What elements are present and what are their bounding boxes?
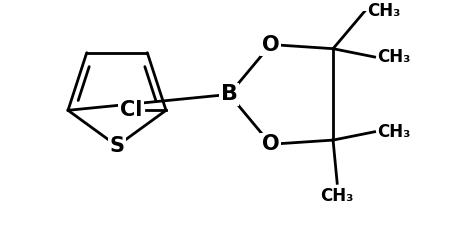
Text: CH₃: CH₃ [321,187,354,205]
Text: CH₃: CH₃ [377,123,410,141]
Text: B: B [221,84,238,104]
Text: CH₃: CH₃ [377,48,410,66]
Text: Cl: Cl [120,100,142,120]
Text: S: S [110,136,124,156]
Text: O: O [262,134,280,154]
Text: O: O [262,34,280,54]
Text: CH₃: CH₃ [367,2,400,20]
